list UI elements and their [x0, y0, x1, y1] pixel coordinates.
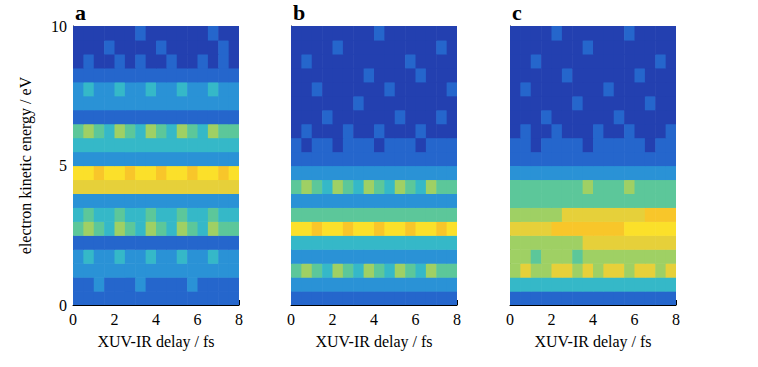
svg-text:c: c — [512, 0, 522, 25]
svg-text:a: a — [75, 0, 86, 25]
svg-text:10: 10 — [51, 18, 67, 35]
svg-text:b: b — [293, 0, 305, 25]
svg-text:electron kinetic energy / eV: electron kinetic energy / eV — [17, 76, 35, 254]
svg-text:XUV-IR delay / fs: XUV-IR delay / fs — [97, 333, 214, 351]
svg-text:4: 4 — [152, 311, 160, 328]
svg-text:XUV-IR delay / fs: XUV-IR delay / fs — [534, 333, 651, 351]
svg-text:2: 2 — [329, 311, 337, 328]
svg-text:0: 0 — [506, 311, 514, 328]
svg-text:XUV-IR delay / fs: XUV-IR delay / fs — [315, 333, 432, 351]
svg-text:4: 4 — [589, 311, 597, 328]
svg-text:5: 5 — [59, 157, 67, 174]
svg-text:2: 2 — [111, 311, 119, 328]
svg-text:8: 8 — [453, 311, 461, 328]
svg-text:8: 8 — [672, 311, 680, 328]
svg-text:2: 2 — [548, 311, 556, 328]
svg-text:6: 6 — [194, 311, 202, 328]
svg-text:0: 0 — [69, 311, 77, 328]
svg-text:6: 6 — [412, 311, 420, 328]
svg-text:4: 4 — [370, 311, 378, 328]
svg-text:6: 6 — [631, 311, 639, 328]
svg-text:8: 8 — [235, 311, 243, 328]
svg-text:0: 0 — [59, 297, 67, 314]
svg-text:0: 0 — [287, 311, 295, 328]
